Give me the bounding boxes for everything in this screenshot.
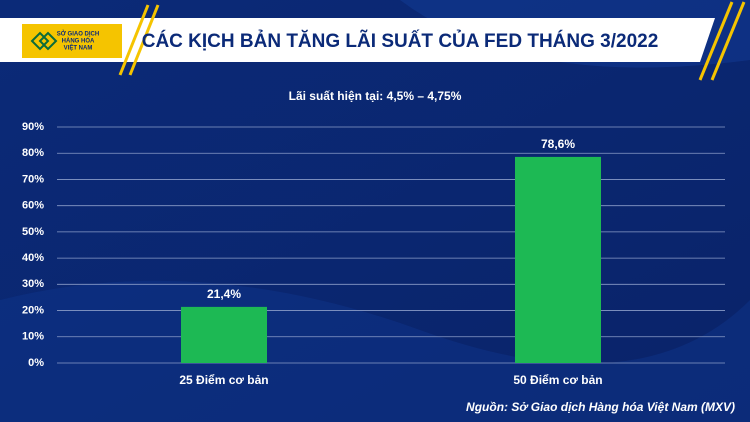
y-tick-label: 0% xyxy=(28,357,44,369)
header-band xyxy=(0,18,715,62)
y-tick-label: 90% xyxy=(22,121,44,133)
y-tick-label: 40% xyxy=(22,252,44,264)
source-note: Nguồn: Sở Giao dịch Hàng hóa Việt Nam (M… xyxy=(466,400,735,414)
y-tick-label: 50% xyxy=(22,226,44,238)
y-tick-label: 70% xyxy=(22,173,44,185)
chart-title: CÁC KỊCH BẢN TĂNG LÃI SUẤT CỦA FED THÁNG… xyxy=(142,30,659,52)
chart-subtitle: Lãi suất hiện tại: 4,5% – 4,75% xyxy=(289,89,462,103)
data-label: 78,6% xyxy=(541,137,575,151)
y-tick-label: 10% xyxy=(22,331,44,343)
y-tick-label: 80% xyxy=(22,147,44,159)
data-label: 21,4% xyxy=(207,287,241,301)
y-tick-label: 30% xyxy=(22,278,44,290)
bar xyxy=(515,156,601,363)
logo-text: VIỆT NAM xyxy=(64,44,93,52)
bar xyxy=(181,306,267,363)
x-tick-label: 25 Điểm cơ bản xyxy=(179,373,268,387)
y-tick-label: 20% xyxy=(22,304,44,316)
logo-icon xyxy=(30,31,58,51)
logo-text: HÀNG HÓA xyxy=(62,37,95,45)
header-stripes xyxy=(118,1,746,81)
x-tick-label: 50 Điểm cơ bản xyxy=(513,373,602,387)
y-tick-label: 60% xyxy=(22,200,44,212)
logo-text: SỞ GIAO DỊCH xyxy=(57,31,99,38)
